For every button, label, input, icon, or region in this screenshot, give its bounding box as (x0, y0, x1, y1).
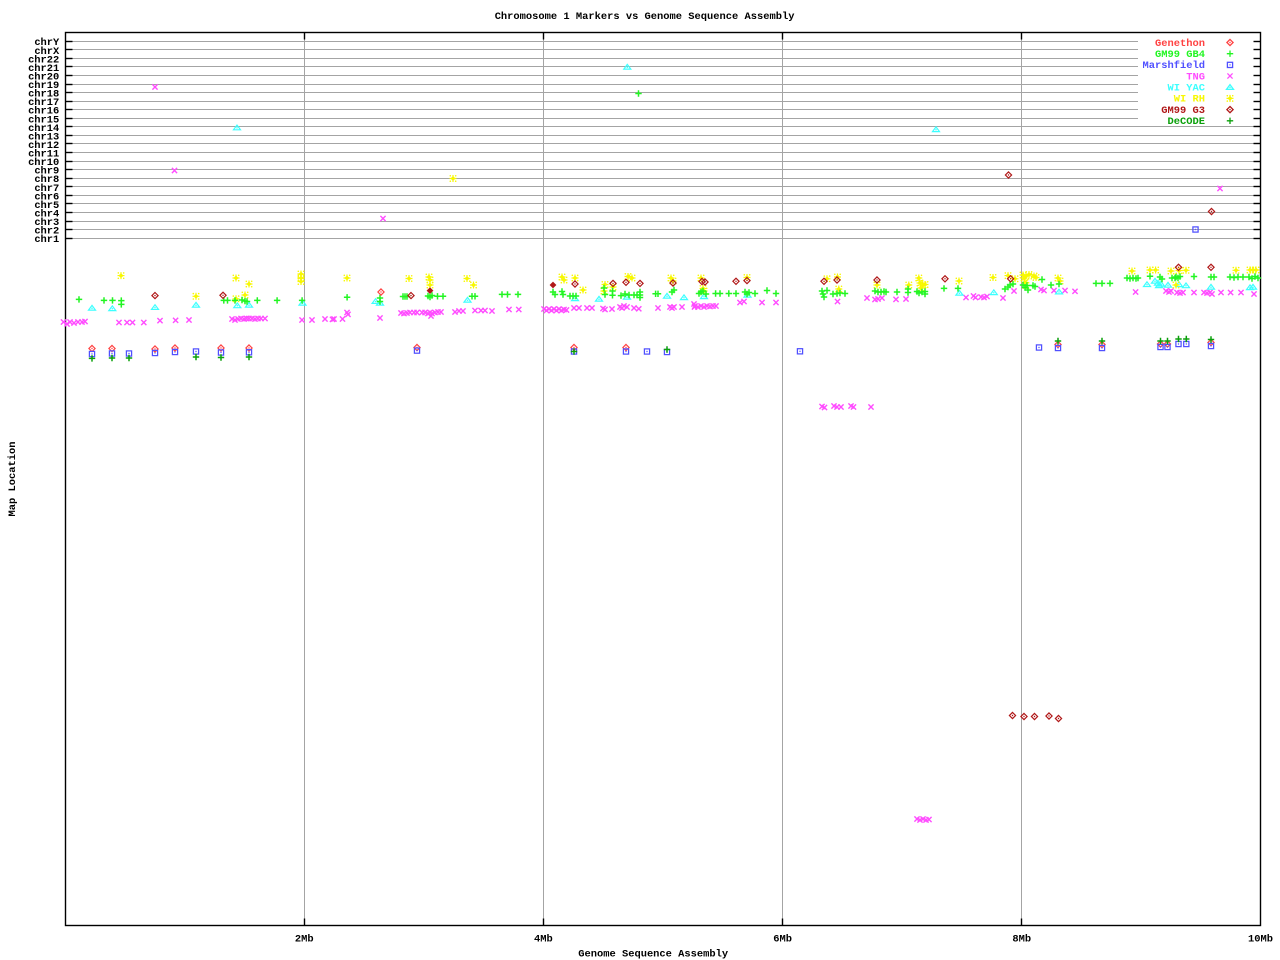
svg-text:chr18: chr18 (28, 89, 59, 101)
svg-text:chr6: chr6 (34, 191, 59, 203)
svg-text:chr1: chr1 (34, 234, 59, 246)
svg-text:GM99 GB4: GM99 GB4 (1155, 49, 1205, 61)
svg-text:Marshfield: Marshfield (1143, 60, 1205, 72)
svg-text:Map Location: Map Location (7, 442, 19, 517)
svg-text:chr14: chr14 (28, 123, 59, 135)
svg-text:GM99 G3: GM99 G3 (1161, 105, 1205, 117)
svg-text:chr8: chr8 (34, 174, 59, 186)
svg-text:chr19: chr19 (28, 80, 59, 92)
svg-text:chr9: chr9 (34, 166, 59, 178)
svg-text:chr21: chr21 (28, 63, 59, 75)
svg-text:chr22: chr22 (28, 54, 59, 66)
svg-text:DeCODE: DeCODE (1168, 116, 1205, 128)
svg-text:8Mb: 8Mb (1012, 933, 1031, 945)
svg-text:chr10: chr10 (28, 157, 59, 169)
svg-text:chrY: chrY (34, 37, 60, 49)
svg-text:chr15: chr15 (28, 114, 59, 126)
svg-text:chr16: chr16 (28, 106, 59, 118)
svg-text:chrX: chrX (34, 46, 60, 58)
svg-text:4Mb: 4Mb (534, 933, 553, 945)
svg-text:WI RH: WI RH (1174, 94, 1205, 106)
svg-text:2Mb: 2Mb (295, 933, 314, 945)
svg-text:chr5: chr5 (34, 200, 59, 212)
svg-text:chr13: chr13 (28, 131, 59, 143)
svg-text:Genome Sequence Assembly: Genome Sequence Assembly (578, 949, 729, 960)
svg-text:chr7: chr7 (34, 183, 59, 195)
svg-text:Chromosome 1 Markers vs Genome: Chromosome 1 Markers vs Genome Sequence … (495, 11, 796, 23)
svg-text:chr20: chr20 (28, 72, 59, 84)
svg-text:10Mb: 10Mb (1248, 933, 1273, 945)
svg-text:chr17: chr17 (28, 97, 59, 109)
svg-text:chr2: chr2 (34, 226, 59, 238)
svg-text:chr4: chr4 (34, 209, 59, 221)
svg-text:chr11: chr11 (28, 149, 59, 161)
svg-text:chr3: chr3 (34, 217, 59, 229)
svg-text:6Mb: 6Mb (773, 933, 792, 945)
svg-text:TNG: TNG (1186, 71, 1205, 83)
svg-text:chr12: chr12 (28, 140, 59, 152)
svg-text:WI YAC: WI YAC (1168, 83, 1205, 95)
svg-text:Genethon: Genethon (1155, 38, 1205, 50)
